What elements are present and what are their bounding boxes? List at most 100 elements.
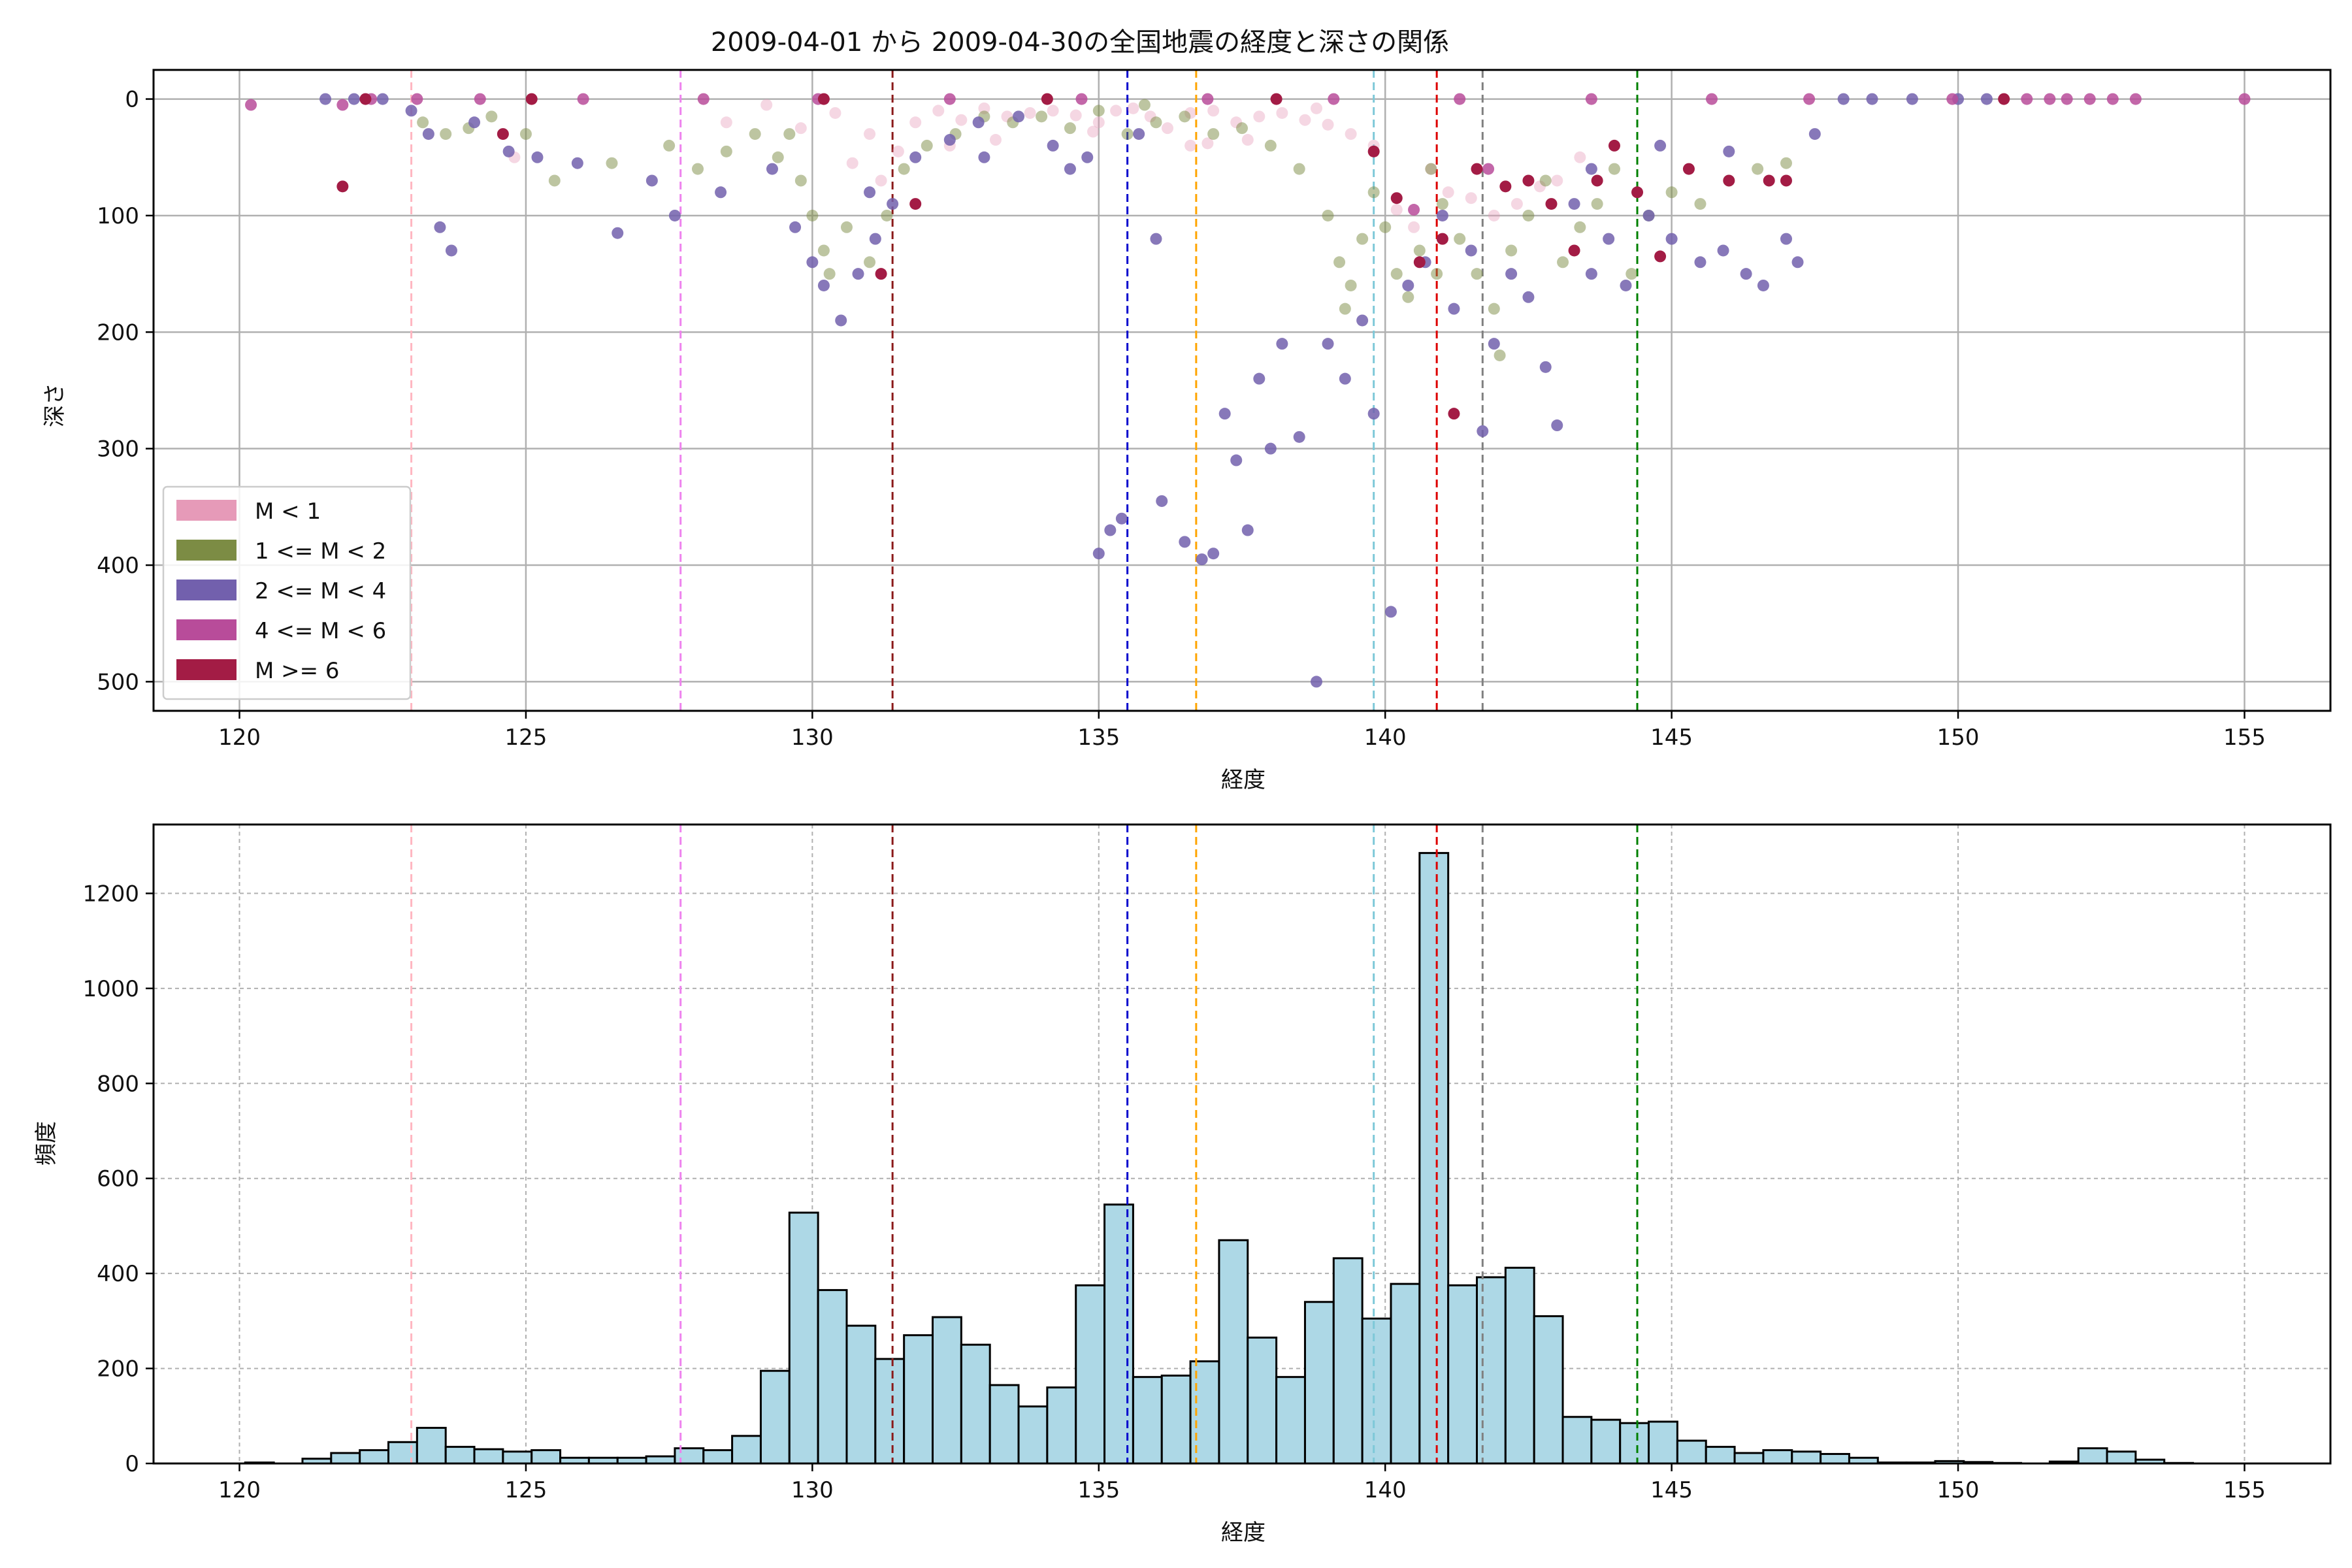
scatter-point <box>1465 244 1477 257</box>
scatter-point <box>336 99 349 111</box>
histogram-bar <box>1303 1301 1335 1465</box>
scatter-point <box>1402 291 1414 303</box>
histogram-bar <box>1820 1452 1850 1465</box>
scatter-point <box>697 93 710 105</box>
scatter-point <box>1218 408 1231 420</box>
scatter-point <box>359 93 372 105</box>
scatter-point <box>1322 338 1334 350</box>
scatter-point <box>978 102 990 114</box>
scatter-point <box>1505 244 1518 257</box>
scatter-point <box>943 134 956 146</box>
scatter-point <box>485 110 498 123</box>
scatter-point <box>852 268 864 280</box>
scatter-point <box>955 114 968 126</box>
histogram-bar <box>1762 1449 1793 1465</box>
x-tick-label: 150 <box>1937 1477 1980 1503</box>
histogram-bar <box>1361 1317 1392 1465</box>
scatter-point <box>864 186 876 199</box>
scatter-point <box>1133 128 1145 140</box>
scatter-point <box>1454 93 1466 105</box>
scatter-point <box>1837 93 1850 105</box>
scatter-point <box>1047 139 1059 152</box>
scatter-point <box>1092 116 1105 129</box>
scatter-point <box>2083 93 2096 105</box>
scatter-point <box>1574 151 1586 163</box>
scatter-point <box>1150 116 1162 129</box>
histogram-bar <box>1103 1203 1134 1465</box>
scatter-point <box>817 279 830 291</box>
scatter-point <box>1723 174 1735 187</box>
histogram-bar <box>845 1324 877 1465</box>
histogram-frame <box>152 823 2332 1465</box>
x-tick-label: 140 <box>1364 725 1407 751</box>
scatter-point <box>1064 163 1076 175</box>
y-tick-label: 300 <box>97 436 139 463</box>
scatter-point <box>1591 174 1603 187</box>
scatter-point <box>1041 93 1053 105</box>
scatter-point <box>1763 174 1775 187</box>
scatter-point <box>1075 93 1088 105</box>
x-tick-label: 120 <box>218 1477 261 1503</box>
histogram-bar <box>903 1334 934 1465</box>
scatter-point <box>1013 110 1025 123</box>
scatter-point <box>1201 137 1214 150</box>
scatter-point <box>1207 105 1220 117</box>
scatter-point <box>1694 256 1707 269</box>
scatter-point <box>1436 233 1448 245</box>
histogram-bar <box>444 1446 476 1465</box>
histogram-bar <box>1476 1276 1507 1465</box>
scatter-point <box>2106 93 2119 105</box>
scatter-point <box>1608 139 1620 152</box>
scatter-point <box>1585 268 1597 280</box>
scatter-point <box>864 128 876 140</box>
scatter-point <box>571 157 583 169</box>
scatter-point <box>806 256 819 269</box>
histogram-bar <box>1132 1376 1163 1465</box>
scatter-point <box>1980 93 1993 105</box>
scatter-point <box>1264 442 1277 455</box>
scatter-point <box>806 209 819 221</box>
scatter-point <box>1465 192 1477 204</box>
scatter-point <box>1293 431 1305 443</box>
scatter-point <box>1156 495 1168 507</box>
scatter-point <box>1568 198 1580 210</box>
x-tick-label: 155 <box>2223 725 2266 751</box>
scatter-point <box>1574 221 1586 233</box>
scatter-point <box>1150 233 1162 245</box>
x-tick-label: 125 <box>504 1477 547 1503</box>
scatter-point <box>1345 128 1357 140</box>
scatter-point <box>1694 198 1707 210</box>
histogram-bar <box>416 1426 447 1465</box>
scatter-point <box>434 221 446 233</box>
scatter-point <box>1333 256 1346 269</box>
y-tick-label: 1200 <box>82 881 139 907</box>
legend-label: M < 1 <box>255 498 321 525</box>
scatter-point <box>1270 93 1282 105</box>
scatter-point <box>749 128 761 140</box>
scatter-point <box>1236 122 1248 135</box>
scatter-point <box>1522 174 1535 187</box>
scatter-point <box>715 186 727 199</box>
histogram-bar <box>387 1441 418 1465</box>
scatter-point <box>1104 524 1117 536</box>
scatter-point <box>411 93 423 105</box>
histogram-bar <box>1504 1266 1535 1465</box>
scatter-point <box>1488 209 1500 221</box>
scatter-point <box>1448 302 1460 315</box>
scatter-point <box>1115 512 1128 525</box>
histogram-bar <box>1017 1405 1049 1465</box>
scatter-frame <box>152 69 2332 712</box>
scatter-point <box>2238 93 2251 105</box>
scatter-point <box>1293 163 1305 175</box>
histogram-bar <box>1447 1284 1478 1465</box>
scatter-point <box>1276 106 1288 119</box>
scatter-point <box>1551 419 1563 432</box>
histogram-bar <box>1733 1452 1765 1465</box>
scatter-point <box>1682 163 1695 175</box>
scatter-point <box>1121 128 1134 140</box>
scatter-point <box>1539 174 1552 187</box>
scatter-plot-area: 120 125 130 135 140 145 150 155 0 100 200 300 400 500 <box>97 69 2332 751</box>
scatter-point <box>1241 524 1254 536</box>
scatter-point <box>1390 192 1403 204</box>
scatter-point <box>846 157 858 169</box>
